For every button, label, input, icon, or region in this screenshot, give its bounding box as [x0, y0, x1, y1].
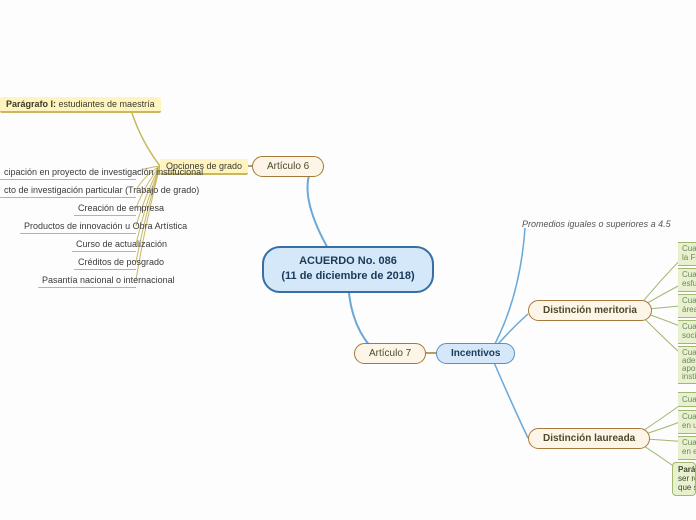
opcion-item-0[interactable]: cipación en proyecto de investigación in…: [0, 166, 136, 180]
opcion-item-2[interactable]: Creación de empresa: [74, 202, 136, 216]
opcion-item-5[interactable]: Créditos de posgrado: [74, 256, 136, 270]
opcion-item-6[interactable]: Pasantía nacional o internacional: [38, 274, 136, 288]
root-title-2: (11 de diciembre de 2018): [280, 269, 416, 284]
meritoria-clip-0: Cuandola Funda: [678, 242, 696, 266]
meritoria-clip-1: Cuandoesfuerz: [678, 268, 696, 292]
meritoria-clip-4: Cuandoademás aporteinstitu: [678, 346, 696, 384]
meritoria-clip-3: Cuandosocial in: [678, 320, 696, 344]
meritoria-label: Distinción meritoria: [543, 305, 637, 316]
laureada-node[interactable]: Distinción laureada: [528, 428, 650, 449]
laureada-label: Distinción laureada: [543, 433, 635, 444]
root-node: ACUERDO No. 086 (11 de diciembre de 2018…: [262, 246, 434, 293]
incentivos-node[interactable]: Incentivos: [436, 343, 515, 364]
opcion-item-3[interactable]: Productos de innovación u Obra Artística: [20, 220, 136, 234]
root-title-1: ACUERDO No. 086: [280, 254, 416, 269]
laureada-clip-3: Parágra ser reco que seri: [672, 462, 696, 496]
promedios-label: Promedios iguales o superiores a 4.5: [522, 219, 671, 229]
incentivos-label: Incentivos: [451, 348, 500, 359]
opcion-item-4[interactable]: Curso de actualización: [72, 238, 136, 252]
paragrafo-label: Parágrafo I: estudiantes de maestría: [6, 99, 155, 109]
laureada-clip-0: Cuando: [678, 392, 696, 407]
articulo-7-node[interactable]: Artículo 7: [354, 343, 426, 364]
articulo-6-node[interactable]: Artículo 6: [252, 156, 324, 177]
articulo-6-label: Artículo 6: [267, 161, 309, 172]
articulo-7-label: Artículo 7: [369, 348, 411, 359]
meritoria-clip-2: Cuandoárea de: [678, 294, 696, 318]
promedios-node: Promedios iguales o superiores a 4.5: [522, 219, 671, 229]
laureada-clip-2: Cuanden el: [678, 436, 696, 460]
paragrafo-node[interactable]: Parágrafo I: estudiantes de maestría: [0, 97, 161, 113]
laureada-clip-1: Cuanden un: [678, 410, 696, 434]
opcion-item-1[interactable]: cto de investigación particular (Trabajo…: [0, 184, 136, 198]
meritoria-node[interactable]: Distinción meritoria: [528, 300, 652, 321]
